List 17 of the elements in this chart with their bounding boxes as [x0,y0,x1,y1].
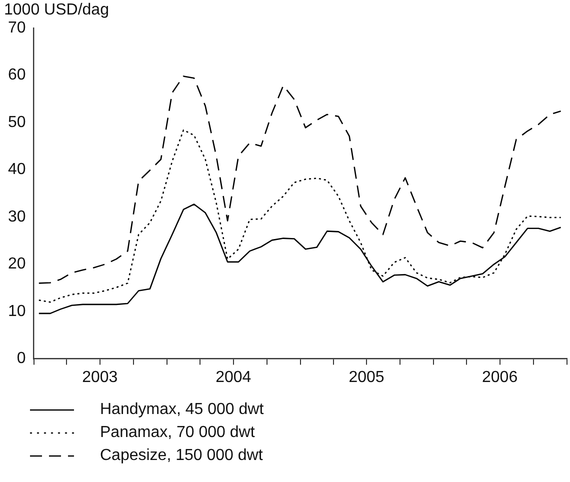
legend-label: Handymax, 45 000 dwt [100,400,264,418]
y-tick-label: 40 [8,161,26,178]
y-tick-label: 10 [8,302,26,320]
line-series [38,76,562,284]
y-axis-title: 1000 USD/dag [4,1,109,18]
y-tick-label: 60 [8,66,26,84]
y-tick-label: 0 [16,350,26,368]
y-tick-label: 70 [8,19,26,36]
x-tick-label: 2006 [482,368,518,386]
x-tick-label: 2003 [82,368,118,386]
x-tick-label: 2004 [216,368,252,386]
legend-label: Capesize, 150 000 dwt [100,446,263,464]
y-tick-label: 30 [8,208,26,226]
x-tick-label: 2005 [348,368,384,386]
y-tick-label: 50 [8,114,26,131]
legend-label: Panamax, 70 000 dwt [100,424,255,442]
y-tick-label: 20 [8,256,26,273]
